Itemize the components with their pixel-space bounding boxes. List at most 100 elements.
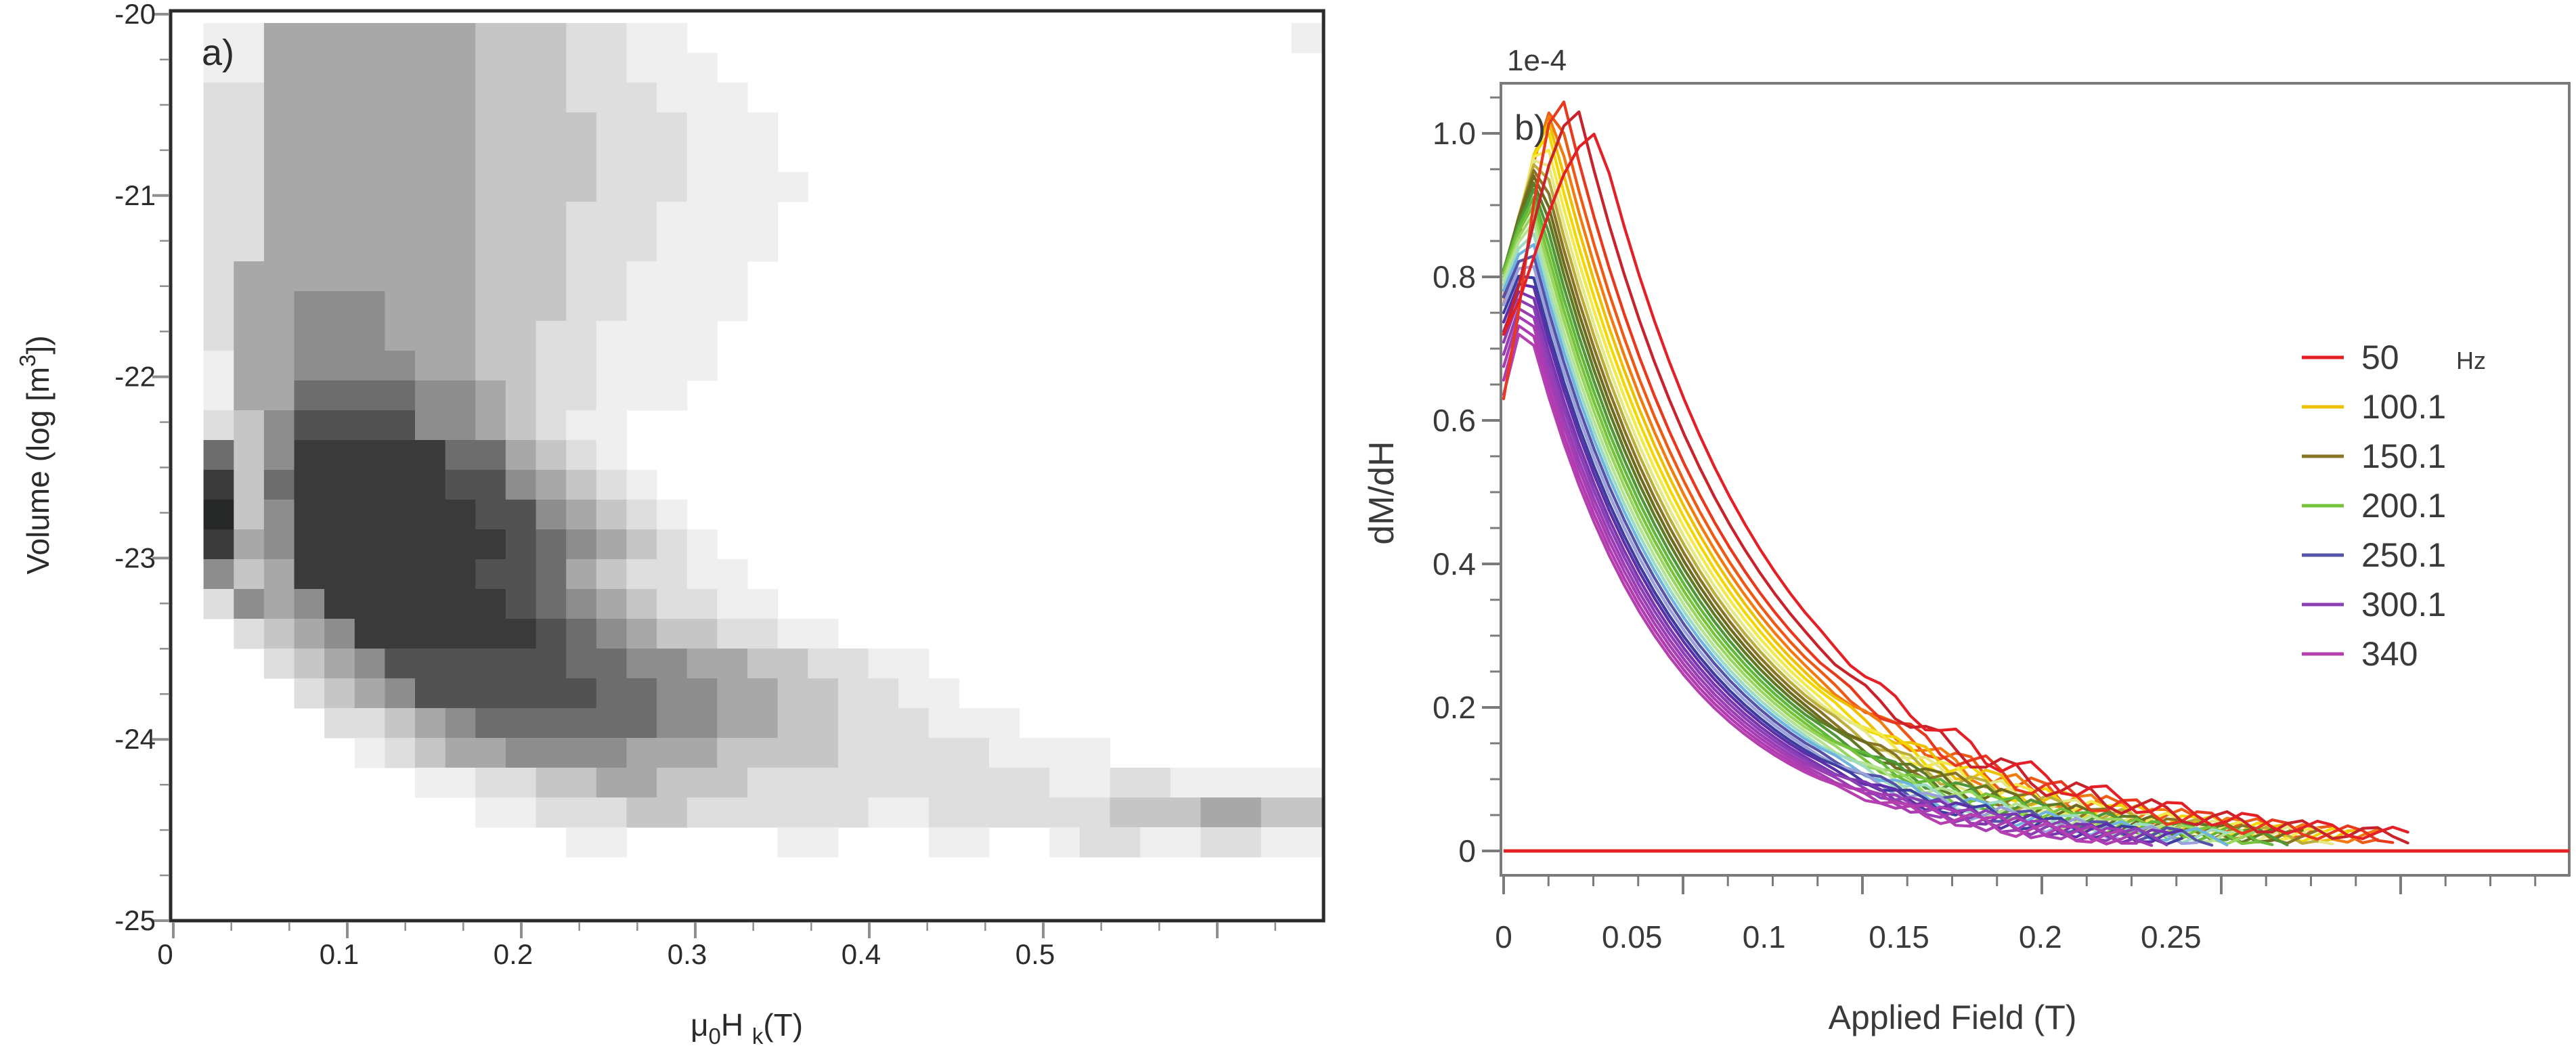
heatmap-cell bbox=[536, 112, 567, 143]
heatmap-cell bbox=[686, 678, 718, 709]
heatmap-cell bbox=[324, 23, 355, 53]
heatmap-cell bbox=[475, 500, 506, 530]
heatmap-cell bbox=[415, 261, 446, 292]
heatmap-cell bbox=[415, 232, 446, 262]
heatmap-cell bbox=[505, 112, 537, 143]
heatmap-cell bbox=[445, 23, 476, 53]
heatmap-cell bbox=[717, 768, 748, 798]
heatmap-cell bbox=[385, 351, 416, 381]
heatmap-cell bbox=[626, 500, 657, 530]
heatmap-cell bbox=[415, 649, 446, 679]
heatmap-cell bbox=[1200, 768, 1231, 798]
heatmap-cell bbox=[626, 83, 657, 113]
heatmap-cell bbox=[808, 708, 839, 739]
heatmap-cell bbox=[505, 232, 537, 262]
curve-60hz bbox=[1502, 110, 2409, 845]
heatmap-cell bbox=[898, 768, 930, 798]
heatmap-cell bbox=[657, 291, 688, 322]
heatmap-cell bbox=[415, 768, 446, 798]
heatmap-cell bbox=[626, 53, 657, 83]
label-text: μ bbox=[691, 1007, 709, 1043]
heatmap-cell bbox=[928, 708, 960, 739]
heatmap-cell bbox=[566, 351, 597, 381]
heatmap-cell bbox=[415, 529, 446, 560]
heatmap-cell bbox=[324, 589, 355, 619]
heatmap-cell bbox=[445, 172, 476, 202]
heatmap-cell bbox=[354, 708, 386, 739]
heatmap-cell bbox=[747, 768, 779, 798]
heatmap-cell bbox=[415, 619, 446, 649]
heatmap-cell bbox=[203, 380, 234, 411]
heatmap-cell bbox=[717, 797, 748, 828]
heatmap-cell bbox=[566, 172, 597, 202]
heatmap-cell bbox=[415, 202, 446, 232]
heatmap-cell bbox=[596, 768, 628, 798]
heatmap-cell bbox=[505, 321, 537, 351]
heatmap-cell bbox=[536, 232, 567, 262]
heatmap-cell bbox=[445, 142, 476, 173]
heatmap-cell bbox=[596, 23, 628, 53]
heatmap-cell bbox=[777, 708, 808, 739]
x-tick-label: 0.5 bbox=[1016, 938, 1055, 970]
heatmap-cell bbox=[566, 559, 597, 590]
heatmap-cell bbox=[354, 261, 386, 292]
heatmap-cell bbox=[1019, 768, 1050, 798]
heatmap-cell bbox=[203, 291, 234, 322]
heatmap-cell bbox=[203, 470, 234, 500]
heatmap-cell bbox=[294, 261, 325, 292]
heatmap-cell bbox=[385, 202, 416, 232]
heatmap-cell bbox=[657, 321, 688, 351]
heatmap-cell bbox=[808, 649, 839, 679]
label-text: H bbox=[721, 1007, 752, 1043]
heatmap-cell bbox=[596, 291, 628, 322]
panel-a-frame bbox=[169, 9, 1326, 923]
heatmap-cell bbox=[505, 797, 537, 828]
heatmap-cell bbox=[324, 678, 355, 709]
heatmap-cell bbox=[1140, 768, 1171, 798]
heatmap-cell bbox=[354, 380, 386, 411]
heatmap-cell bbox=[294, 380, 325, 411]
heatmap-cell bbox=[505, 678, 537, 709]
heatmap-cell bbox=[808, 738, 839, 768]
heatmap-cell bbox=[385, 410, 416, 441]
y-tick-label: 1.0 bbox=[1433, 116, 1476, 151]
heatmap-cell bbox=[626, 172, 657, 202]
heatmap-cell bbox=[566, 23, 597, 53]
heatmap-cell bbox=[1291, 827, 1322, 858]
heatmap-cell bbox=[566, 738, 597, 768]
heatmap-cell bbox=[445, 232, 476, 262]
heatmap-cell bbox=[566, 470, 597, 500]
heatmap-cell bbox=[203, 112, 234, 143]
heatmap-cell bbox=[385, 559, 416, 590]
heatmap-cell bbox=[1231, 797, 1262, 828]
heatmap-cell bbox=[445, 470, 476, 500]
heatmap-cell bbox=[686, 83, 718, 113]
heatmap-cell bbox=[536, 23, 567, 53]
legend: 50 100.1 150.1 200.1 250.1 300.1 340 bbox=[2302, 338, 2446, 673]
heatmap-cell bbox=[596, 53, 628, 83]
heatmap-cell bbox=[566, 500, 597, 530]
heatmap-cell bbox=[928, 768, 960, 798]
legend-label: 300.1 bbox=[2361, 586, 2446, 623]
heatmap-cell bbox=[717, 112, 748, 143]
heatmap-cell bbox=[626, 649, 657, 679]
heatmap-cell bbox=[475, 619, 506, 649]
heatmap-cell bbox=[385, 380, 416, 411]
heatmap-cell bbox=[928, 678, 960, 709]
heatmap-cell bbox=[1019, 738, 1050, 768]
heatmap-cell bbox=[777, 678, 808, 709]
curve-310hz bbox=[1502, 307, 2154, 847]
heatmap-cell bbox=[596, 261, 628, 292]
panel-b-letter: b) bbox=[1514, 108, 1546, 148]
heatmap-cell bbox=[657, 529, 688, 560]
heatmap-cell bbox=[536, 708, 567, 739]
heatmap-cell bbox=[626, 232, 657, 262]
heatmap-cell bbox=[536, 589, 567, 619]
heatmap-cell bbox=[626, 202, 657, 232]
heatmap-cell bbox=[505, 619, 537, 649]
heatmap-cell bbox=[505, 440, 537, 470]
heatmap-cell bbox=[777, 172, 808, 202]
heatmap-cell bbox=[385, 142, 416, 173]
heatmap-cell bbox=[385, 529, 416, 560]
